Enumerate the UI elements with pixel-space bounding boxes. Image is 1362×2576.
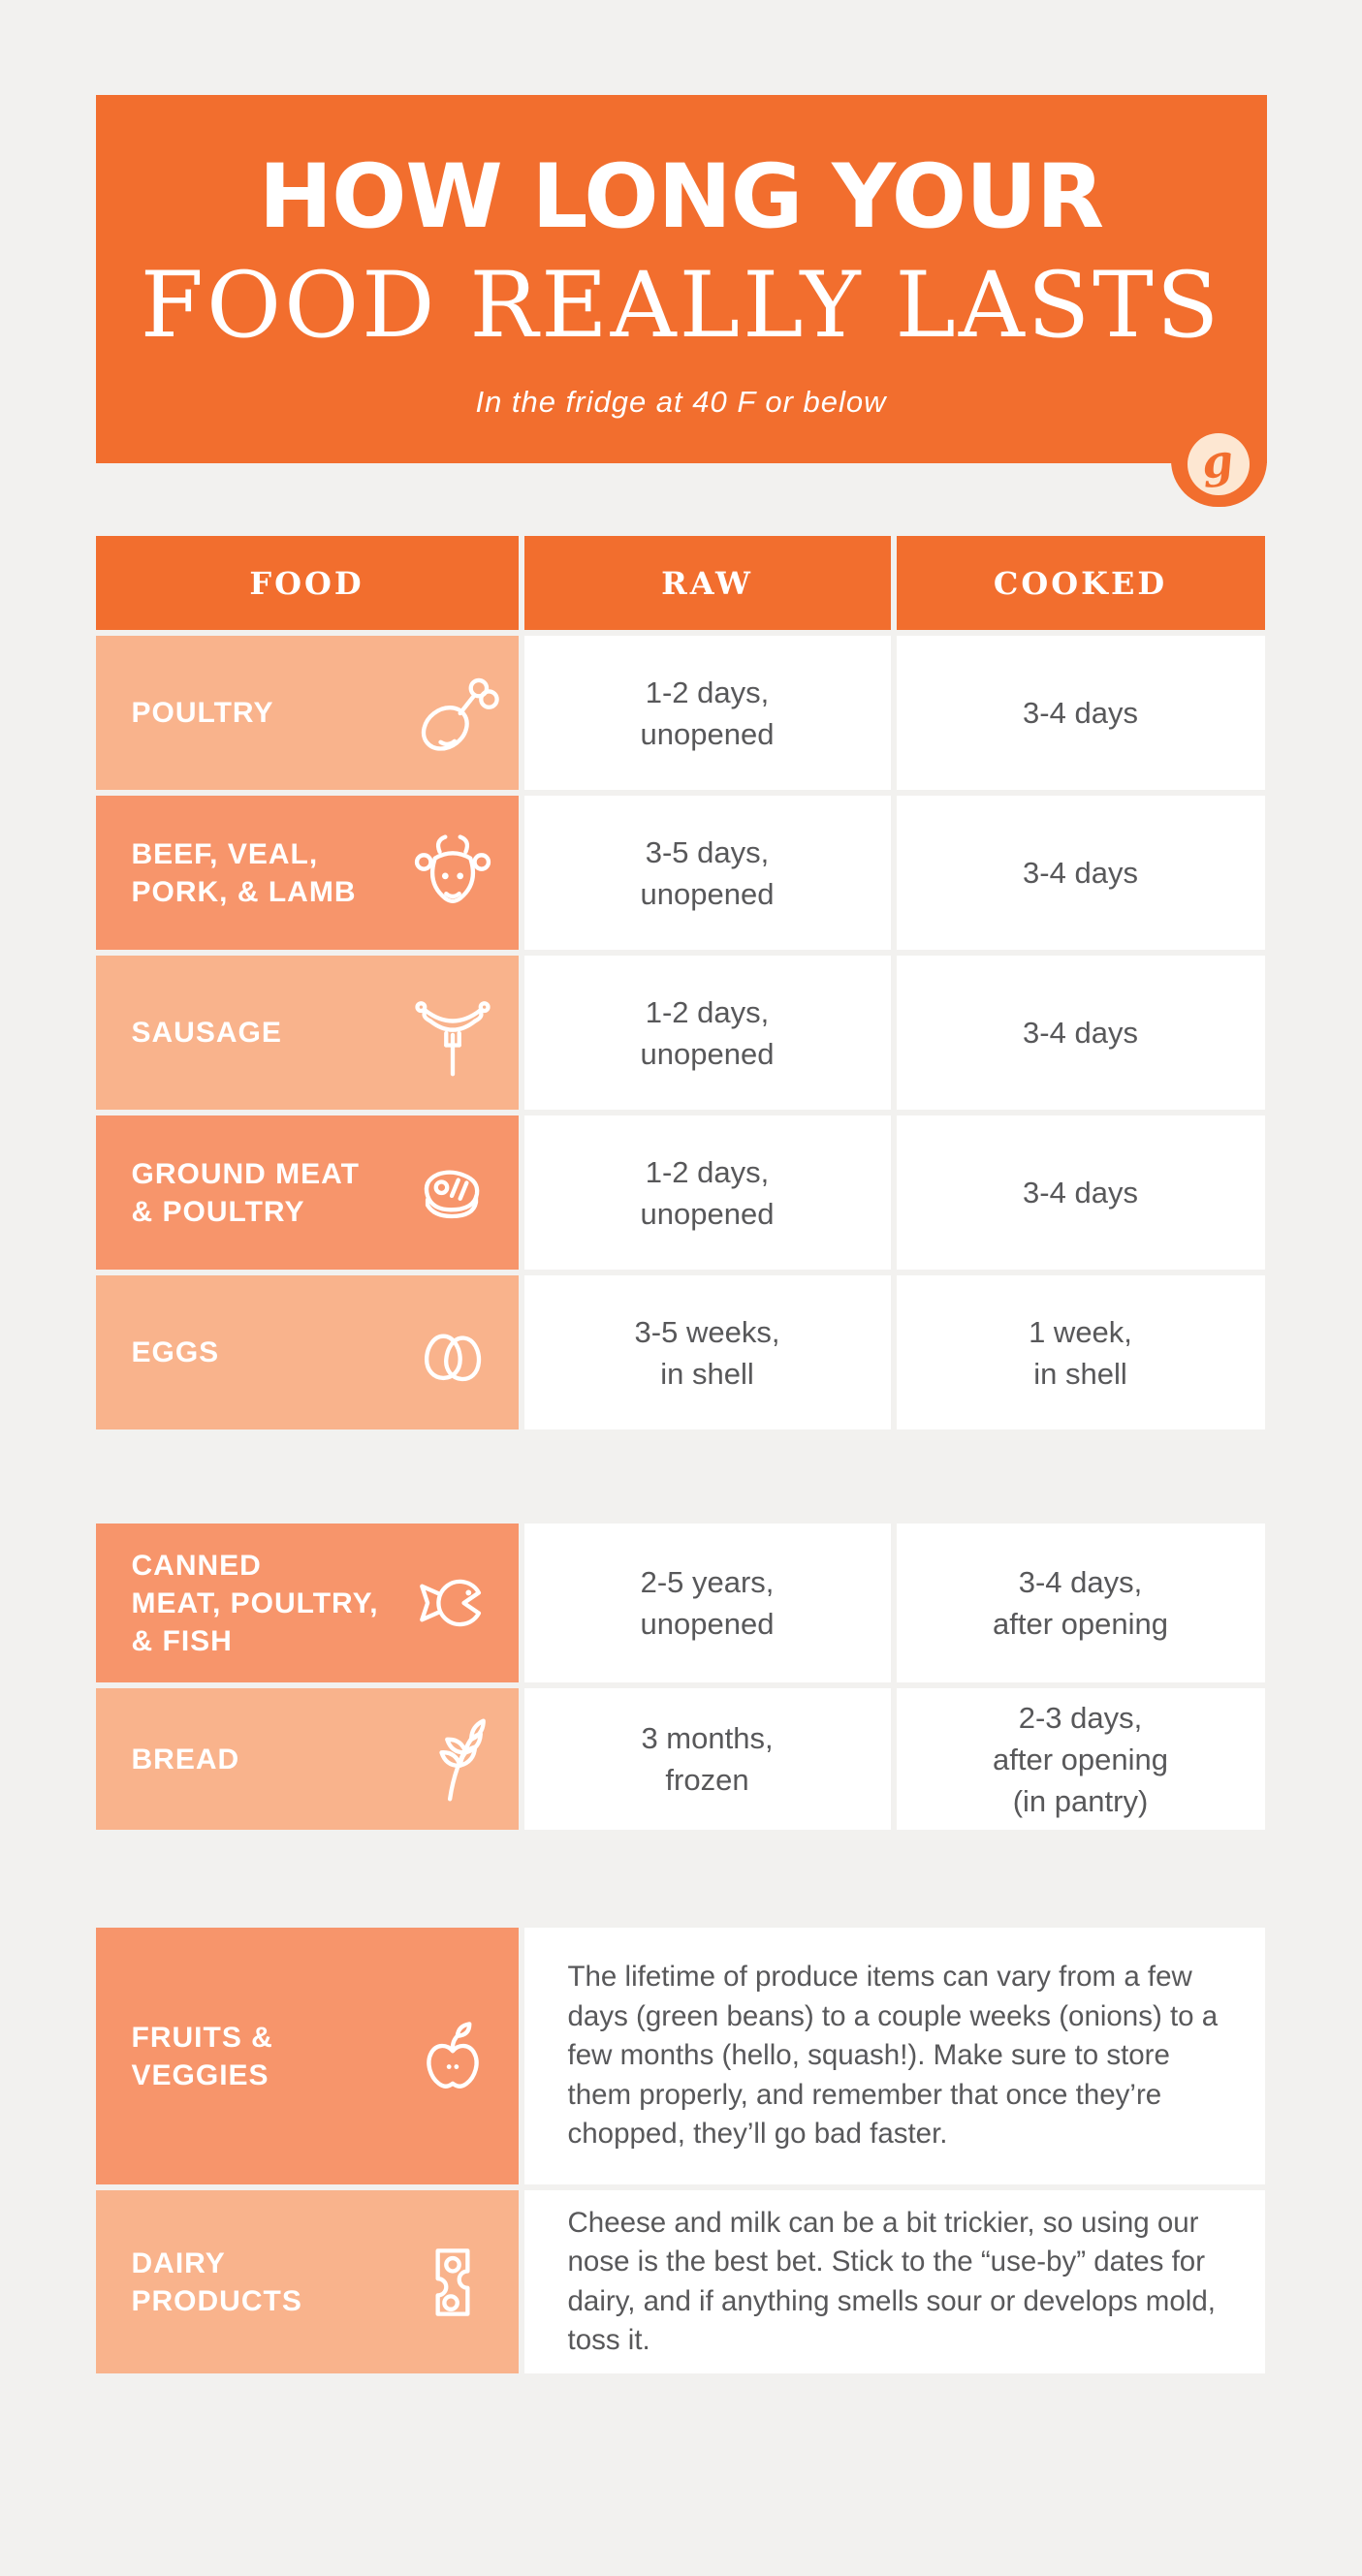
food-label-text: DAIRY PRODUCTS [131,2246,302,2317]
cheese-icon [434,2247,470,2316]
sausage-fork-icon [414,1000,491,1076]
brand-logo-letter: g [1199,433,1236,489]
food-label-text: SAUSAGE [131,1017,282,1049]
cooked-cell-eggs: 1 week, in shell [896,1275,1265,1429]
column-header-raw: RAW [523,536,891,630]
storage-table-pantry: CANNED MEAT, POULTRY, & FISH 2-5 years, uno… [95,1524,1267,1830]
apple-icon [426,2021,479,2089]
food-label-fruits-veggies: FRUITS & VEGGIES [95,1928,519,2184]
raw-cell-bread: 3 months, frozen [523,1688,891,1830]
eggs-icon [424,1334,481,1381]
title-line1: HOW LONG YOUR [258,146,1104,248]
note-fruits-veggies: The lifetime of produce items can vary f… [523,1928,1265,2184]
wheat-icon [438,1718,486,1802]
food-label-text: FRUITS & VEGGIES [131,2021,273,2091]
food-label-bread: BREAD [95,1688,519,1830]
raw-cell-canned: 2-5 years, unopened [523,1524,891,1682]
column-header-cooked: COOKED [896,536,1265,630]
food-label-ground-meat-poultry: GROUND MEAT & POULTRY [95,1115,519,1270]
food-label-poultry: POULTRY [95,636,519,790]
raw-cell-sausage: 1-2 days, unopened [523,956,891,1110]
food-label-dairy: DAIRY PRODUCTS [95,2190,519,2373]
raw-cell-poultry: 1-2 days, unopened [523,636,891,790]
food-label-text: GROUND MEAT & POULTRY [131,1157,360,1228]
cooked-cell-canned: 3-4 days, after opening [896,1524,1265,1682]
subtitle: In the fridge at 40 F or below [475,385,887,419]
food-label-sausage: SAUSAGE [95,956,519,1110]
cooked-cell-sausage: 3-4 days [896,956,1265,1110]
drumstick-icon [421,677,499,751]
food-label-text: POULTRY [131,697,274,729]
note-dairy: Cheese and milk can be a bit trickier, s… [523,2190,1265,2373]
infographic: HOW LONG YOUR FOOD REALLY LASTS In the f… [95,95,1267,2373]
cooked-cell-bread: 2-3 days, after opening (in pantry) [896,1688,1265,1830]
food-label-beef-veal-pork-lamb: BEEF, VEAL, PORK, & LAMB [95,796,519,950]
raw-cell-beef: 3-5 days, unopened [523,796,891,950]
steak-icon [424,1169,479,1218]
food-label-eggs: EGGS [95,1275,519,1429]
food-label-canned: CANNED MEAT, POULTRY, & FISH [95,1524,519,1682]
storage-table-main: FOOD RAW COOKED POULTRY 1-2 days, unopene… [95,536,1267,1429]
cooked-cell-poultry: 3-4 days [896,636,1265,790]
banner: HOW LONG YOUR FOOD REALLY LASTS In the f… [95,95,1267,507]
fish-icon [419,1579,481,1627]
food-label-text: BEEF, VEAL, PORK, & LAMB [131,837,357,908]
title-line2: FOOD REALLY LASTS [140,253,1222,359]
column-header-food: FOOD [95,536,519,630]
food-label-text: CANNED MEAT, POULTRY, & FISH [131,1549,379,1657]
cooked-cell-beef: 3-4 days [896,796,1265,950]
raw-cell-eggs: 3-5 weeks, in shell [523,1275,891,1429]
cooked-cell-ground-meat: 3-4 days [896,1115,1265,1270]
brand-logo: g [1187,433,1250,495]
food-label-text: BREAD [131,1743,240,1775]
food-label-text: EGGS [131,1336,220,1368]
logo-tab: g [1170,418,1267,507]
storage-table-notes: FRUITS & VEGGIES The lifetime of produce … [95,1928,1267,2373]
raw-cell-ground-meat: 1-2 days, unopened [523,1115,891,1270]
cow-icon [414,833,491,903]
